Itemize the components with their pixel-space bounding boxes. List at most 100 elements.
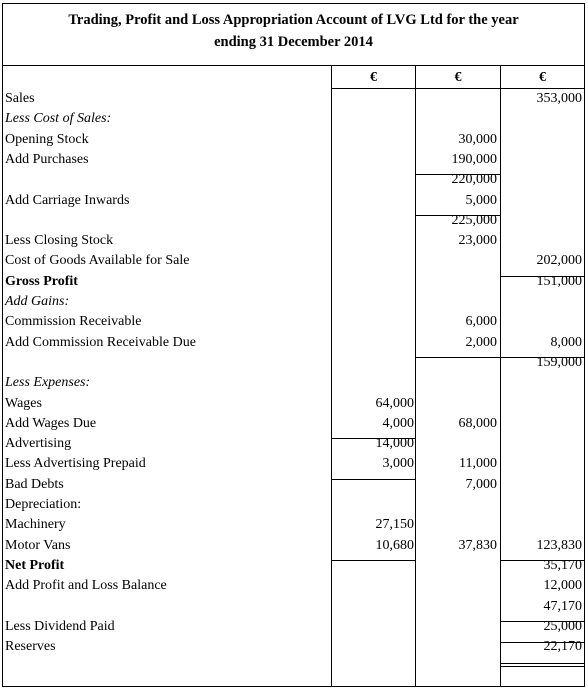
amount-c3: 202,000 [536,253,583,269]
amount-c3: 123,830 [536,537,583,553]
row-label: Less Closing Stock [5,233,114,249]
amount-c3: 25,000 [543,618,583,634]
account-row: Add Purchases 190,000 [3,150,584,170]
account-row: Bad Debts 7,000 [3,475,584,495]
amount-c2: 23,000 [458,233,498,249]
amount-c2: 68,000 [458,415,498,431]
row-label: Add Wages Due [5,415,97,431]
row-label: Cost of Goods Available for Sale [5,253,190,269]
subtotal-rule [501,642,584,643]
final-double-rule [501,663,584,667]
account-row: Add Commission Receivable Due 2,000 8,000 [3,333,584,353]
account-row: Less Closing Stock 23,000 [3,231,584,251]
currency-header-1: € [370,70,377,85]
account-row: Add Wages Due 4,000 68,000 [3,414,584,434]
account-row: Cost of Goods Available for Sale 202,000 [3,251,584,271]
amount-c2: 225,000 [451,212,498,228]
row-label: Bad Debts [5,476,64,492]
account-statement: Trading, Profit and Loss Appropriation A… [2,3,585,687]
subtotal-rule [332,479,415,480]
row-label: Reserves [5,639,56,655]
subtotal-rule [332,560,415,561]
column-divider-1 [331,66,332,686]
subtotal-rule [501,560,584,561]
amount-c1: 27,150 [375,517,415,533]
row-label: Add Commission Receivable Due [5,334,196,350]
row-label: Advertising [5,436,72,452]
account-row: 225,000 [3,211,584,231]
account-row: Wages 64,000 [3,394,584,414]
amount-c2: 2,000 [465,334,498,350]
account-row: Advertising 14,000 [3,434,584,454]
account-row: Add Carriage Inwards 5,000 [3,191,584,211]
row-label: Machinery [5,517,66,533]
amount-c3: 159,000 [536,354,583,370]
amount-c3: 151,000 [536,273,583,289]
row-label: Sales [5,91,35,106]
account-row: Less Dividend Paid 25,000 [3,617,584,637]
amount-c3: 22,170 [543,639,583,655]
subtotal-rule [332,438,415,439]
account-row: Opening Stock 30,000 [3,130,584,150]
row-label: Gross Profit [5,273,78,289]
amount-c2: 220,000 [451,172,498,188]
subtotal-rule [501,357,584,358]
account-row: 159,000 [3,353,584,373]
title-line-2: ending 31 December 2014 [214,34,373,50]
account-row: Commission Receivable 6,000 [3,312,584,332]
account-row: 220,000 [3,170,584,190]
row-label: Motor Vans [5,537,71,553]
subtotal-rule [501,621,584,622]
account-row: Less Cost of Sales: [3,109,584,129]
row-label: Less Advertising Prepaid [5,456,146,472]
subtotal-rule [416,357,500,358]
account-row: Sales 353,000 [3,89,584,109]
title-line-1: Trading, Profit and Loss Appropriation A… [68,12,519,28]
row-label: Commission Receivable [5,314,142,330]
currency-header-2: € [454,70,462,85]
amount-c2: 190,000 [451,151,498,167]
header-underline [331,88,584,89]
amount-c1: 4,000 [382,415,415,431]
amount-c1: 3,000 [382,456,415,472]
amount-c3: 35,170 [543,557,583,573]
amount-c2: 6,000 [465,314,498,330]
account-row: Net Profit 35,170 [3,556,584,576]
account-row: Add Gains: [3,292,584,312]
subtotal-rule [416,215,500,216]
amount-c2: 30,000 [458,131,498,147]
row-label: Depreciation: [5,497,82,512]
column-divider-2 [415,66,416,686]
account-row: Less Expenses: [3,373,584,393]
statement-title: Trading, Profit and Loss Appropriation A… [3,4,584,66]
amount-c1: 14,000 [375,436,415,452]
amount-c1: 10,680 [375,537,415,553]
amount-c3: 12,000 [543,578,583,594]
account-row: Gross Profit 151,000 [3,272,584,292]
amount-c2: 37,830 [458,537,498,553]
account-row: Machinery 27,150 [3,515,584,535]
account-row: 47,170 [3,597,584,617]
row-label: Add Profit and Loss Balance [5,578,167,594]
account-row: Less Advertising Prepaid 3,000 11,000 [3,454,584,474]
subtotal-rule [416,174,500,175]
amount-c2: 11,000 [459,456,497,472]
row-label: Wages [5,395,42,411]
row-label: Add Carriage Inwards [5,192,130,208]
row-label: Opening Stock [5,131,89,147]
amount-c2: 7,000 [465,476,498,492]
row-label: Less Expenses: [5,375,91,391]
amount-c3: 47,170 [543,598,583,614]
subtotal-rule [501,276,584,277]
amount-c3: 353,000 [536,91,583,106]
amount-c1: 64,000 [375,395,415,411]
row-label: Net Profit [5,557,65,573]
account-row: Reserves 22,170 [3,637,584,657]
account-row: Motor Vans 10,680 37,830 123,830 [3,536,584,556]
amount-c3: 8,000 [550,334,583,350]
row-label: Add Purchases [5,151,89,167]
row-label: Add Gains: [5,294,70,309]
amount-c2: 5,000 [465,192,498,208]
column-divider-3 [500,66,501,686]
row-label: Less Cost of Sales: [5,111,112,127]
